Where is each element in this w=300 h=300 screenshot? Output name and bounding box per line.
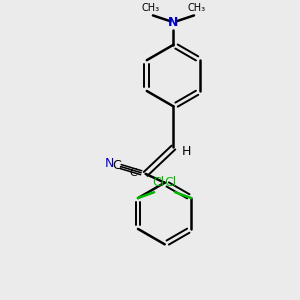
Text: C: C: [112, 159, 121, 172]
Text: C: C: [130, 168, 137, 178]
Text: H: H: [182, 146, 191, 158]
Text: N: N: [168, 16, 179, 28]
Text: Cl: Cl: [152, 176, 165, 189]
Text: Cl: Cl: [165, 176, 177, 189]
Text: CH₃: CH₃: [187, 3, 206, 13]
Text: CH₃: CH₃: [142, 3, 160, 13]
Text: N: N: [105, 157, 115, 170]
